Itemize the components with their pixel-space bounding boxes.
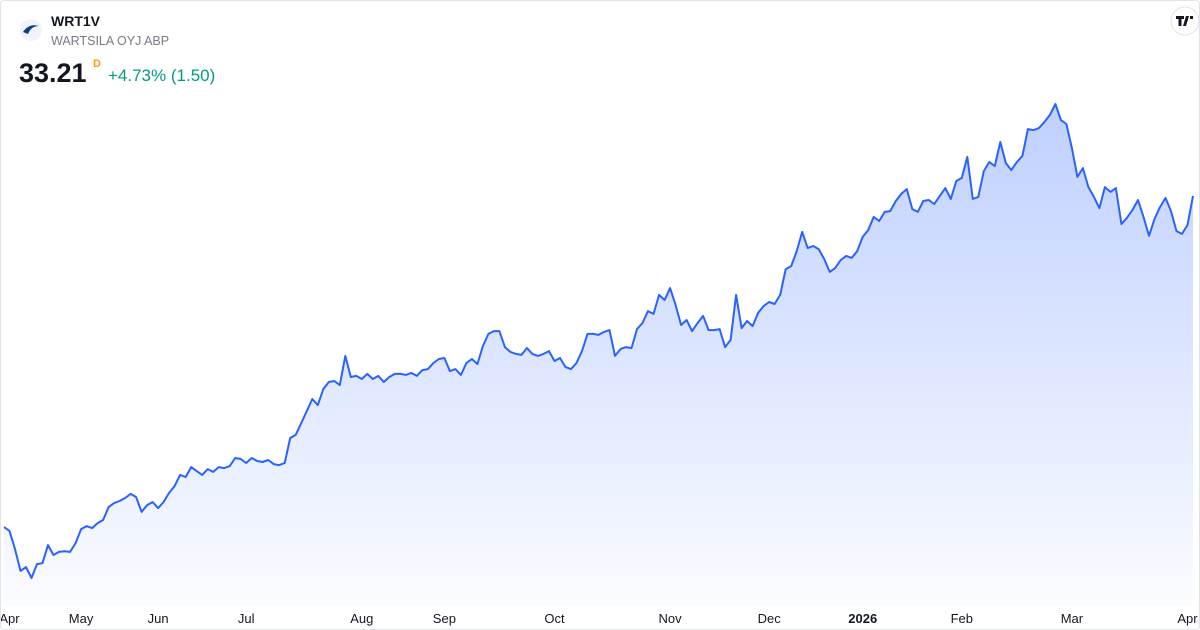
area-fill — [4, 104, 1193, 606]
interval: D — [93, 58, 101, 70]
tv-logo[interactable] — [1170, 6, 1199, 36]
x-tick-label: Dec — [758, 611, 782, 626]
logo — [20, 19, 42, 41]
x-tick-label: Mar — [1061, 611, 1084, 626]
x-tick-label: Sep — [433, 611, 456, 626]
price-line — [3, 103, 1194, 579]
x-tick-label: May — [69, 611, 94, 626]
price: 33.21 — [19, 58, 87, 88]
x-tick-label: Jul — [238, 611, 255, 626]
x-tick-label: Oct — [544, 611, 565, 626]
x-tick-label: Feb — [951, 611, 973, 626]
x-tick-label: 2026 — [848, 611, 877, 626]
x-tick-label: Apr — [1177, 611, 1198, 626]
logo-mark — [23, 25, 39, 34]
x-tick-label: Nov — [658, 611, 682, 626]
company-name: WARTSILA OYJ ABP — [51, 34, 169, 48]
x-tick-label: Jun — [148, 611, 169, 626]
x-tick-label: Apr — [1, 611, 20, 626]
symbol: WRT1V — [51, 13, 101, 29]
change: +4.73% (1.50) — [108, 66, 215, 85]
x-tick-label: Aug — [350, 611, 373, 626]
